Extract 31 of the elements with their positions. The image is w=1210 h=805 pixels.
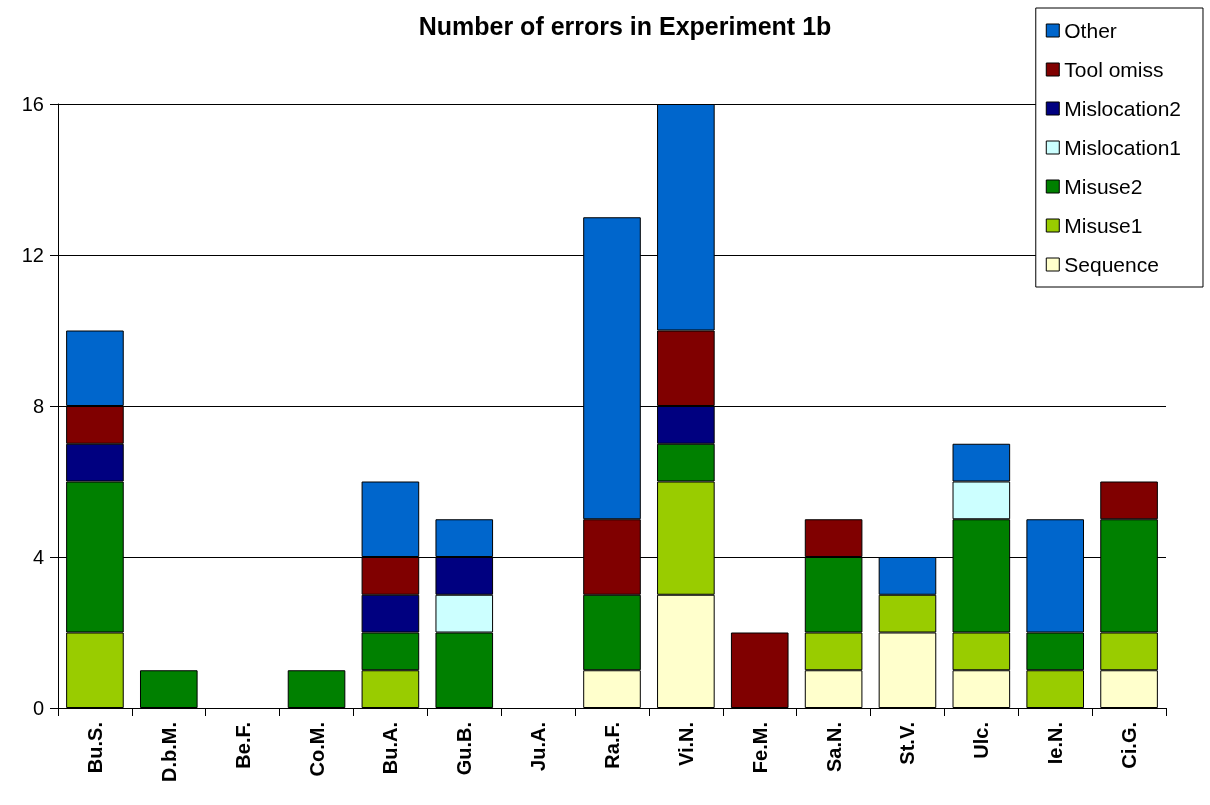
y-tick-label: 8 [32, 395, 44, 417]
legend-label: Sequence [1064, 253, 1159, 276]
legend-label: Tool omiss [1064, 58, 1164, 81]
bar [730, 632, 789, 708]
x-tick-label: Vi.N. [674, 722, 697, 767]
bar [287, 670, 346, 708]
legend-label: Other [1064, 19, 1117, 42]
y-tick-label: 16 [21, 93, 44, 115]
x-tick-label: Bu.S. [83, 722, 106, 774]
x-tick-label: Sa.N. [822, 722, 845, 773]
x-tick-label: Ulc. [970, 722, 993, 759]
x-tick-label: St.V. [896, 722, 919, 765]
x-tick-label: Fe.M. [748, 722, 771, 774]
x-tick-label: Ju.A. [527, 722, 550, 771]
chart-title: Number of errors in Experiment 1b [418, 11, 832, 40]
legend-label: Mislocation1 [1064, 136, 1182, 159]
x-tick-label: Co.M. [305, 722, 328, 777]
x-tick-label: Gu.B. [453, 722, 476, 776]
x-tick-label: Be.F. [231, 722, 254, 769]
x-tick-label: D.b.M. [157, 722, 180, 782]
bar [139, 670, 198, 708]
legend-label: Mislocation2 [1064, 97, 1182, 120]
x-tick-label: Ci.G. [1118, 722, 1141, 769]
y-tick-label: 4 [32, 546, 44, 568]
x-tick-label: Ra.F. [601, 722, 623, 769]
legend-label: Misuse2 [1064, 175, 1143, 198]
legend-label: Misuse1 [1064, 214, 1143, 237]
x-tick-label: Bu.A. [379, 722, 402, 775]
y-tick-label: 0 [32, 697, 44, 719]
y-tick-label: 12 [21, 244, 44, 266]
x-tick-label: Ie.N. [1044, 722, 1067, 765]
